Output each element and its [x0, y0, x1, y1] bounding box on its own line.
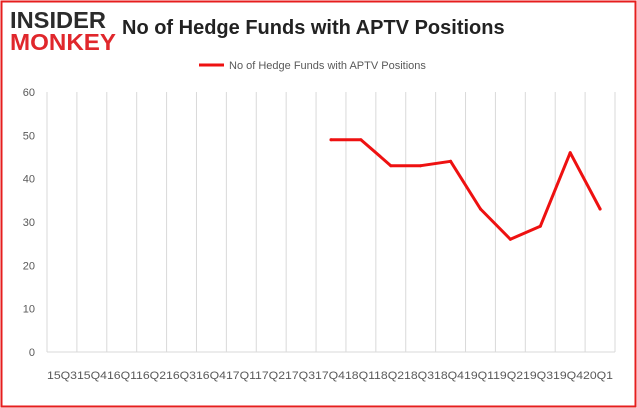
y-tick-label: 0 [29, 347, 35, 359]
data-point [389, 164, 393, 168]
data-point [538, 224, 542, 228]
y-tick-label: 10 [23, 304, 35, 316]
legend: No of Hedge Funds with APTV Positions [199, 60, 426, 72]
logo-line-monkey: MONKEY [10, 29, 116, 55]
vertical-gridlines [46, 92, 616, 353]
data-point [508, 237, 512, 241]
y-tick-label: 30 [23, 217, 35, 229]
logo-line-insider: INSIDER [10, 7, 106, 33]
y-axis: 0 10 20 30 40 50 60 [23, 87, 35, 359]
series-line [329, 138, 602, 241]
series-polyline [329, 138, 602, 241]
insider-monkey-logo: INSIDER MONKEY [10, 7, 116, 55]
y-tick-label: 20 [23, 260, 35, 272]
data-point [598, 207, 602, 211]
chart-title: No of Hedge Funds with APTV Positions [122, 17, 505, 39]
data-point [479, 207, 482, 211]
x-tick-labels: 15Q315Q416Q116Q216Q316Q417Q117Q217Q317Q4… [47, 370, 613, 382]
data-point [568, 151, 572, 155]
legend-label: No of Hedge Funds with APTV Positions [229, 60, 426, 72]
data-point [359, 138, 363, 142]
y-tick-label: 40 [23, 174, 35, 186]
y-tick-label: 50 [23, 130, 35, 142]
y-tick-label: 60 [23, 87, 35, 99]
data-point [329, 138, 333, 142]
data-point [419, 164, 423, 168]
data-point [449, 159, 453, 163]
